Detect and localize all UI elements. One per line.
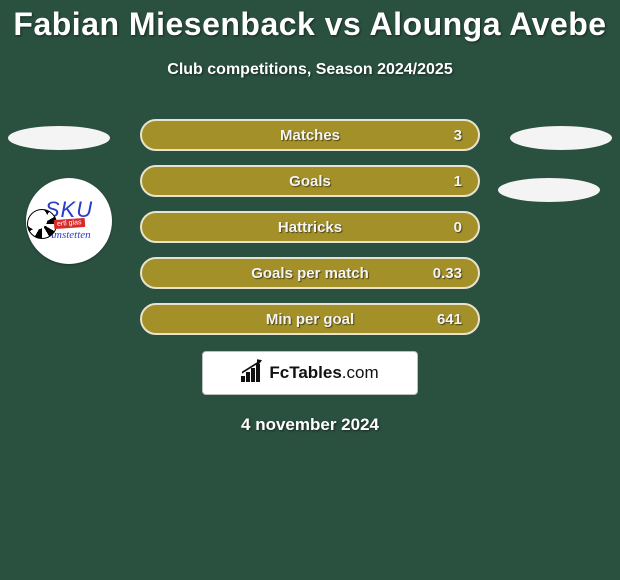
brand-name-bold: FcTables <box>269 363 341 382</box>
page-subtitle: Club competitions, Season 2024/2025 <box>0 61 620 79</box>
page-title: Fabian Miesenback vs Alounga Avebe <box>0 0 620 43</box>
stat-value-left: 1 <box>454 173 462 190</box>
stat-row: Goals per match 0.33 <box>140 257 480 289</box>
brand-card[interactable]: FcTables.com <box>202 351 418 395</box>
stat-label: Matches <box>280 127 340 144</box>
bar-chart-arrow-icon <box>241 364 263 382</box>
stat-value-left: 3 <box>454 127 462 144</box>
stat-row: Min per goal 641 <box>140 303 480 335</box>
stat-value-left: 641 <box>437 311 462 328</box>
stat-comparison: Matches 3 Goals 1 Hattricks 0 Goals per match 0… <box>0 119 620 435</box>
stat-value-left: 0.33 <box>433 265 462 282</box>
stat-row: Hattricks 0 <box>140 211 480 243</box>
stat-label: Goals per match <box>251 265 369 282</box>
stat-row: Matches 3 <box>140 119 480 151</box>
stat-row: Goals 1 <box>140 165 480 197</box>
stat-label: Min per goal <box>266 311 354 328</box>
brand-text: FcTables.com <box>269 363 378 383</box>
stat-label: Hattricks <box>278 219 342 236</box>
stat-value-left: 0 <box>454 219 462 236</box>
date-text: 4 november 2024 <box>0 415 620 435</box>
stat-label: Goals <box>289 173 331 190</box>
brand-name-suffix: .com <box>342 363 379 382</box>
